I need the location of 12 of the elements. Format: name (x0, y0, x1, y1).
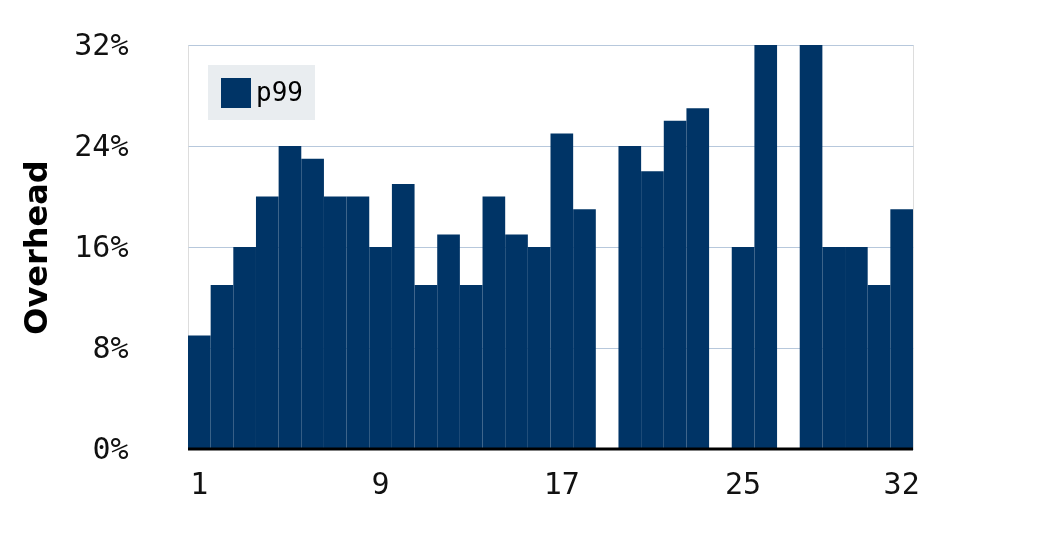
x-tick-label: 1 (190, 465, 209, 501)
y-tick-label: 16% (74, 228, 129, 264)
y-axis-title: Overhead (17, 160, 56, 335)
y-tick-label: 32% (74, 26, 129, 62)
y-tick-label: 24% (74, 127, 129, 163)
x-tick-label: 17 (543, 465, 580, 501)
legend-label: p99 (256, 77, 303, 107)
y-tick-label: 8% (92, 329, 129, 365)
y-tick-label: 0% (92, 430, 129, 466)
x-tick-label: 25 (725, 465, 762, 501)
x-tick-label: 32 (883, 465, 920, 501)
x-tick-label: 9 (371, 465, 390, 501)
